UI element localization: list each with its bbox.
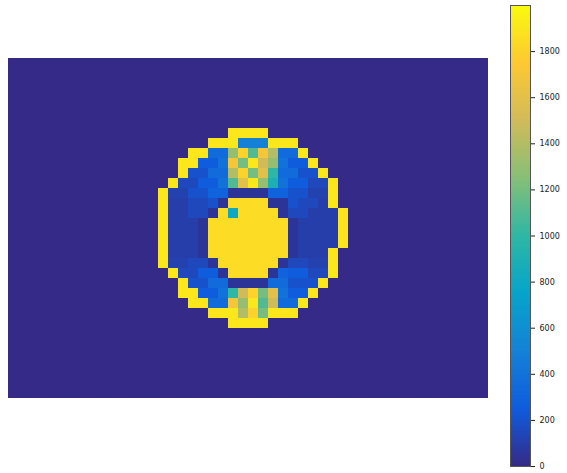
svg-text:1000: 1000 (540, 232, 560, 241)
svg-text:0: 0 (540, 462, 545, 471)
svg-text:200: 200 (540, 416, 555, 425)
svg-text:1600: 1600 (540, 93, 560, 102)
svg-text:400: 400 (540, 370, 555, 379)
svg-text:800: 800 (540, 278, 555, 287)
svg-text:1400: 1400 (540, 139, 560, 148)
svg-text:1200: 1200 (540, 185, 560, 194)
svg-text:1800: 1800 (540, 47, 560, 56)
svg-text:600: 600 (540, 324, 555, 333)
